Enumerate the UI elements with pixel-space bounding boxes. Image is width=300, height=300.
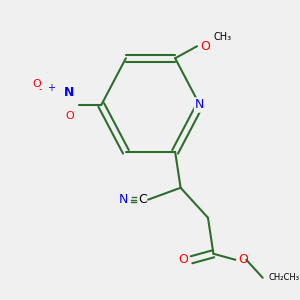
Text: CH₂CH₃: CH₂CH₃ (268, 273, 299, 282)
Text: +: + (47, 83, 55, 93)
Text: O: O (65, 111, 74, 121)
Text: O: O (178, 253, 188, 266)
Text: N: N (195, 98, 205, 112)
Text: N: N (118, 193, 128, 206)
Text: N: N (64, 86, 74, 100)
Text: O: O (200, 40, 210, 53)
Text: O: O (32, 79, 41, 89)
Text: -: - (38, 84, 42, 94)
Text: O: O (238, 253, 248, 266)
Text: C: C (138, 193, 147, 206)
Text: CH₃: CH₃ (213, 32, 232, 42)
